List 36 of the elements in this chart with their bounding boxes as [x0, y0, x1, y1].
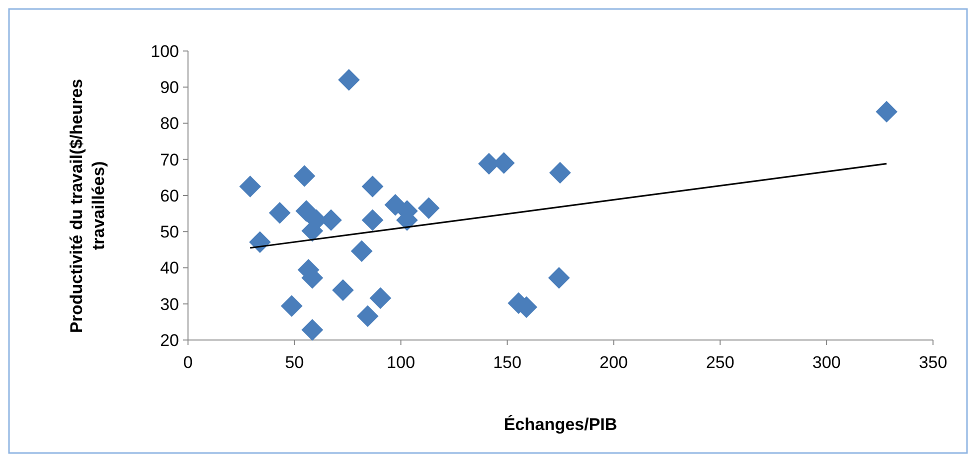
x-tick-label: 50: [284, 353, 304, 372]
y-tick-label: 40: [160, 258, 179, 278]
point: [332, 279, 354, 302]
y-tick-label: 20: [160, 330, 179, 350]
x-tick-label: 350: [918, 353, 948, 372]
y-tick-label: 80: [160, 114, 179, 134]
point: [356, 305, 379, 328]
point: [294, 165, 316, 187]
point: [549, 162, 571, 184]
point: [370, 287, 392, 309]
x-tick-label: 250: [706, 353, 734, 372]
point: [362, 209, 384, 231]
x-axis-title: Échanges/PIB: [504, 414, 618, 434]
point: [239, 176, 262, 198]
point: [280, 295, 303, 317]
point: [418, 197, 440, 220]
point: [301, 319, 324, 341]
y-tick-label: 50: [160, 222, 179, 242]
point: [548, 267, 570, 289]
y-tick-label: 70: [160, 150, 179, 170]
y-tick-label: 60: [160, 186, 179, 206]
y-axis-title: Productivité du travail($/heures travaillées): [66, 77, 109, 335]
point: [338, 69, 360, 91]
x-tick-label: 100: [386, 353, 416, 372]
x-tick-label: 150: [493, 353, 522, 372]
point: [362, 176, 384, 198]
x-tick-label: 300: [812, 353, 841, 372]
point: [268, 202, 291, 224]
y-tick-label: 30: [160, 294, 179, 314]
y-tick-label: 100: [150, 42, 179, 61]
y-tick-label: 90: [160, 78, 179, 98]
x-tick-label: 0: [183, 353, 193, 372]
point: [249, 231, 271, 253]
point: [350, 240, 373, 262]
x-tick-label: 200: [600, 353, 628, 372]
point: [876, 100, 898, 123]
